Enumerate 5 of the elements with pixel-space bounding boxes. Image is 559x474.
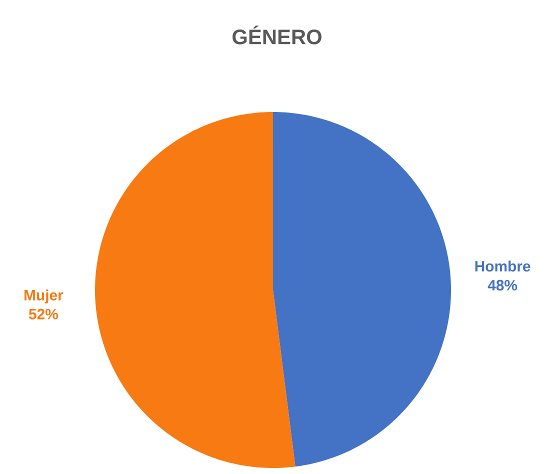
chart-title: GÉNERO [232, 26, 322, 44]
slice-label: Hombre [475, 260, 530, 272]
data-label: 48% [488, 280, 518, 291]
data-label: 52% [28, 308, 58, 320]
slice-label: Mujer [24, 289, 64, 304]
